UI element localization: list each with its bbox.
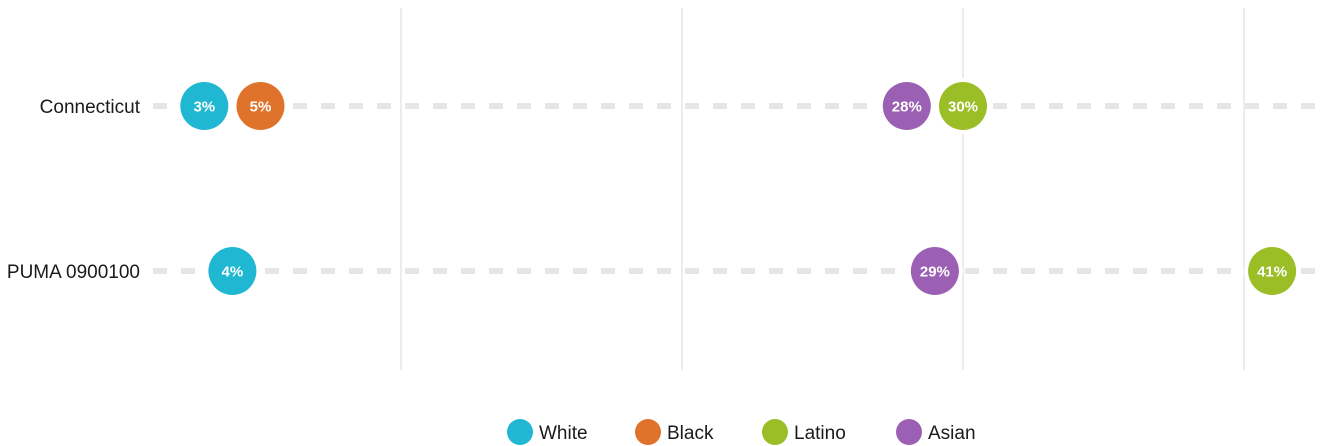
data-label: 4% [222, 264, 244, 281]
data-label: 30% [948, 99, 978, 116]
data-label: 41% [1257, 264, 1287, 281]
legend-label-asian: Asian [928, 423, 976, 444]
data-point-white [208, 247, 257, 295]
row-label: Connecticut [40, 97, 141, 118]
data-point-latino [939, 82, 987, 130]
data-label: 29% [920, 264, 950, 281]
data-point-black [236, 82, 285, 130]
legend-swatch-asian [896, 419, 922, 445]
data-label: 3% [193, 99, 215, 116]
legend-swatch-latino [762, 419, 788, 445]
data-point-asian [882, 82, 931, 130]
data-label: 5% [250, 99, 272, 116]
data-point-white [180, 82, 229, 130]
legend-swatch-white [507, 419, 533, 445]
data-point-asian [910, 247, 959, 295]
legend-label-white: White [539, 423, 588, 444]
row-label: PUMA 0900100 [7, 262, 140, 283]
legend-label-latino: Latino [794, 423, 846, 444]
legend-label-black: Black [667, 423, 714, 444]
data-label: 28% [892, 99, 922, 116]
legend-swatch-black [635, 419, 661, 445]
data-point-latino [1248, 247, 1297, 295]
